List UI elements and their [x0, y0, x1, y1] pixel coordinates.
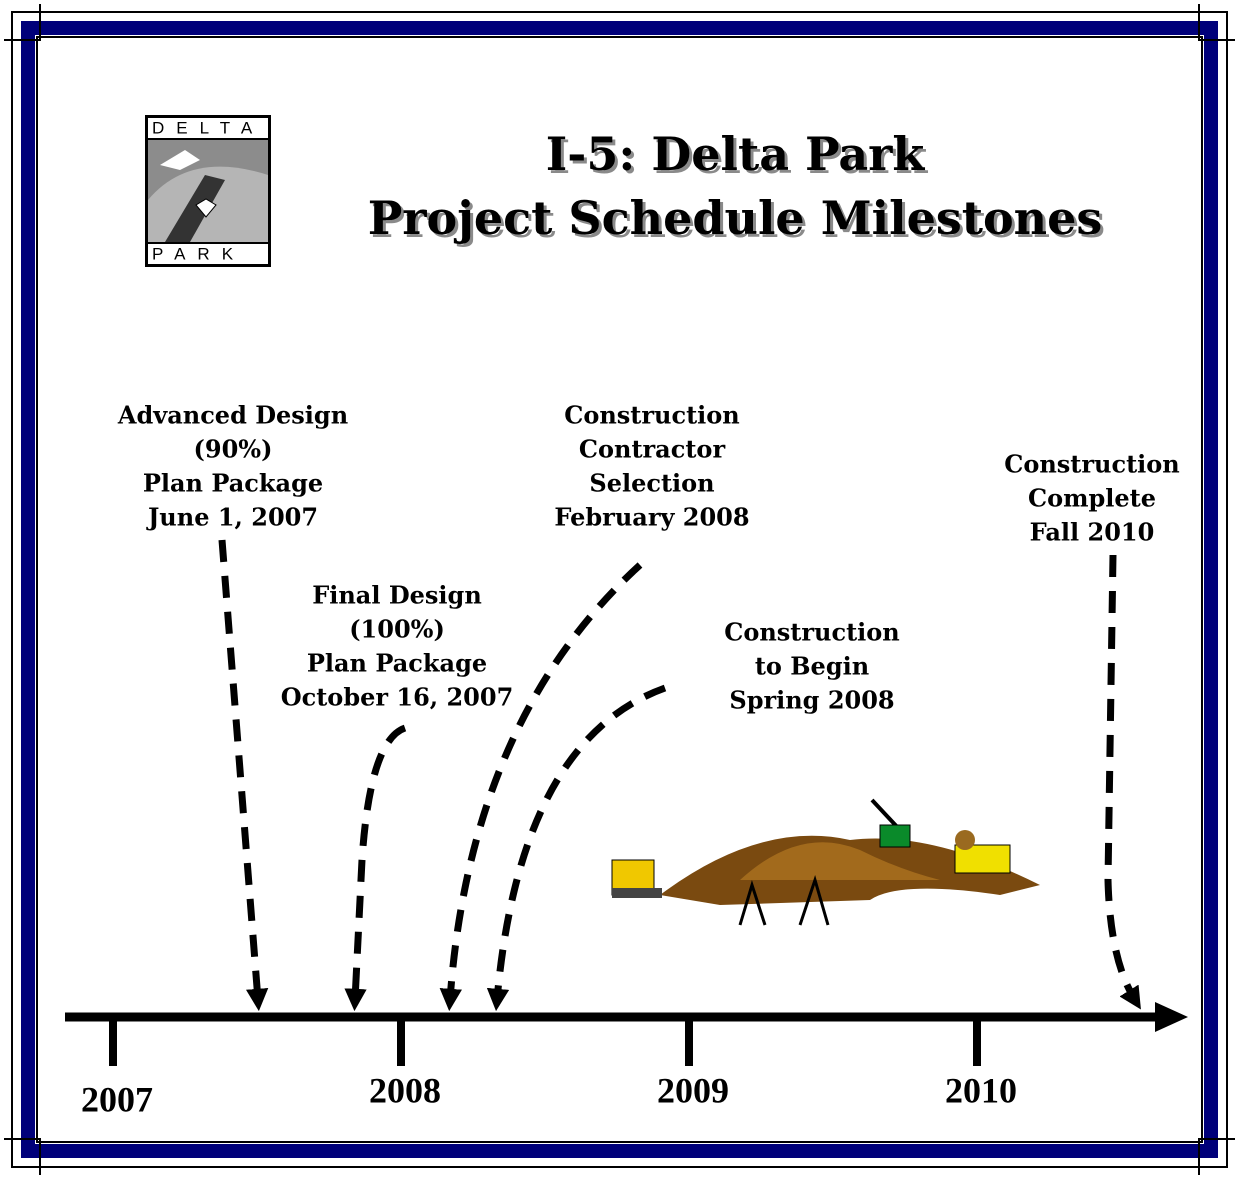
milestone-label: (100%) [349, 615, 445, 644]
milestone-label: October 16, 2007 [281, 683, 514, 712]
year-label: 2008 [369, 1070, 441, 1110]
milestone-label: Plan Package [307, 649, 487, 678]
milestone-label: Spring 2008 [729, 686, 894, 715]
milestone-label: Selection [589, 469, 714, 498]
milestone-label: Construction [1004, 450, 1180, 479]
milestone-label: to Begin [755, 652, 869, 681]
milestone-label: (90%) [194, 435, 273, 464]
milestone-label: Contractor [579, 435, 726, 464]
logo: DELTA PARK [145, 115, 271, 267]
milestone-label: Construction [564, 401, 740, 430]
title: Project Schedule Milestones [368, 191, 1103, 245]
title: I-5: Delta Park [546, 127, 926, 181]
milestone-label: February 2008 [554, 503, 749, 532]
logo-text: DELTA [152, 118, 264, 137]
milestone-label: June 1, 2007 [146, 503, 318, 532]
construction-clipart [612, 800, 1040, 925]
timeline [65, 1002, 1188, 1032]
slide: DELTA PARK I-5: Delta Park Project Sched… [0, 0, 1239, 1179]
milestone-label: Final Design [312, 581, 482, 610]
year-label: 2010 [945, 1070, 1017, 1110]
year-label: 2007 [81, 1079, 153, 1119]
milestone-label: Construction [724, 618, 900, 647]
milestone-label: Fall 2010 [1030, 518, 1155, 547]
milestone-label: Plan Package [143, 469, 323, 498]
milestone-label: Complete [1028, 484, 1156, 513]
logo-text: PARK [152, 244, 245, 263]
year-label: 2009 [657, 1070, 729, 1110]
milestone-label: Advanced Design [117, 401, 348, 430]
